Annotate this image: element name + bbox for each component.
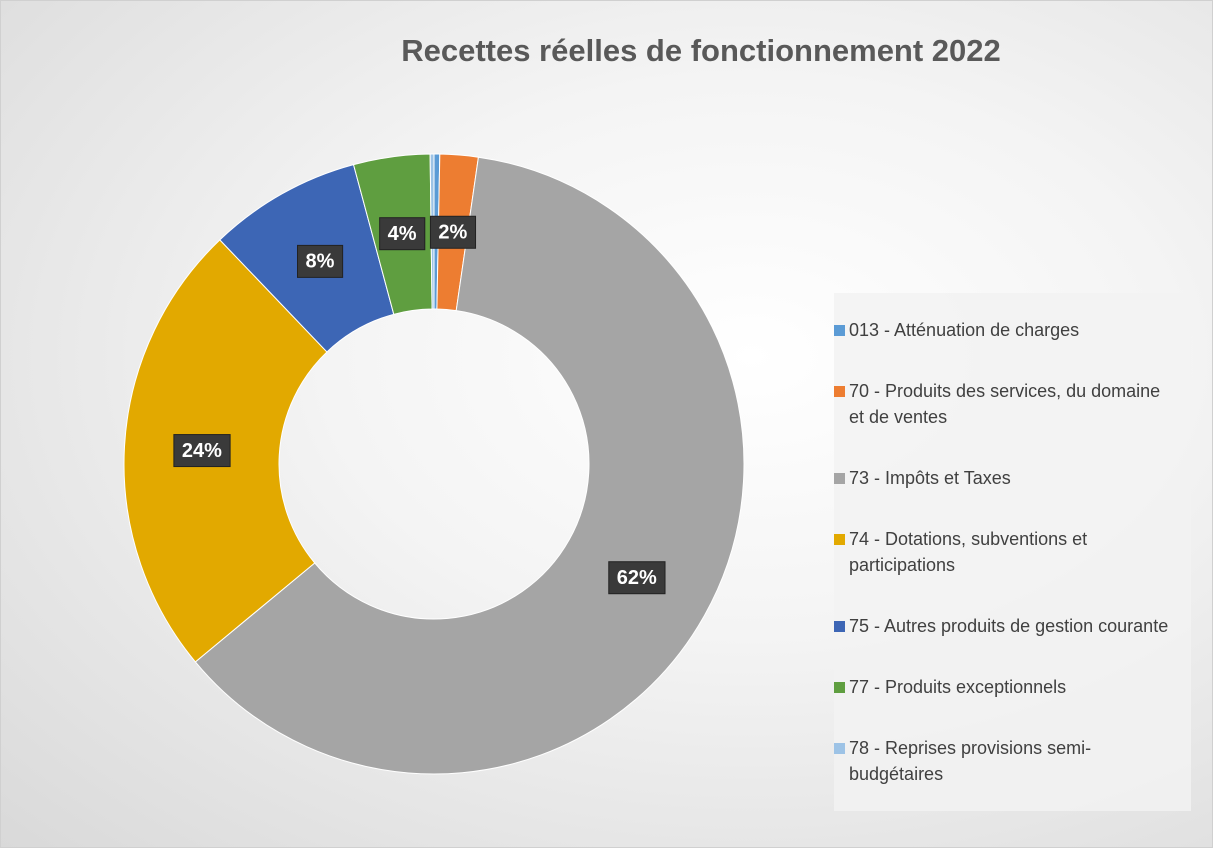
data-label-text: 8% [306,251,335,273]
legend-swatch [834,533,845,545]
legend-label: 70 - Produits des services, du domaine e… [849,380,1161,427]
legend-entry: 73 - Impôts et Taxes [834,465,1191,491]
chart-title: Recettes réelles de fonctionnement 2022 [401,33,1001,68]
legend-entry: 70 - Produits des services, du domaine e… [834,378,1191,430]
data-label: 62% [608,561,666,595]
legend-label: 013 - Atténuation de charges [849,319,1080,340]
legend-label: 77 - Produits exceptionnels [849,677,1067,698]
legend-entry: 78 - Reprises provisions semi-budgétaire… [834,735,1191,787]
data-label-box [297,244,344,278]
legend: 013 - Atténuation de charges 70 - Produit… [834,293,1191,811]
donut-segment [194,156,745,775]
legend-swatch [834,682,845,694]
data-label-text: 62% [617,567,657,589]
data-label: 8% [297,244,344,278]
data-label: 24% [173,434,231,468]
legend-swatch [834,324,845,336]
legend-swatch [834,472,845,484]
legend-swatch [834,621,845,633]
legend-label: 73 - Impôts et Taxes [849,467,1011,488]
data-label-text: 4% [388,223,417,245]
legend-swatch [834,743,845,755]
data-label: 2% [429,215,477,249]
legend-entry: 013 - Atténuation de charges [834,317,1191,343]
legend-entry: 75 - Autres produits de gestion courante [834,613,1191,639]
legend-label: 78 - Reprises provisions semi-budgétaire… [849,738,1092,785]
legend-swatch [834,385,845,397]
data-label-text: 24% [182,440,222,462]
data-label-box [379,217,426,251]
legend-entry: 74 - Dotations, subventions et participa… [834,526,1191,578]
data-label-box [429,215,477,249]
legend-label: 75 - Autres produits de gestion courante [849,616,1169,637]
legend-label: 74 - Dotations, subventions et participa… [849,528,1088,575]
data-label-box [173,434,231,468]
data-label-box [608,561,666,595]
legend-entry: 77 - Produits exceptionnels [834,674,1191,700]
data-labels: 2% 62% 24% 8% 4% [173,215,666,595]
data-label-text: 2% [438,222,467,244]
data-label: 4% [379,217,426,251]
